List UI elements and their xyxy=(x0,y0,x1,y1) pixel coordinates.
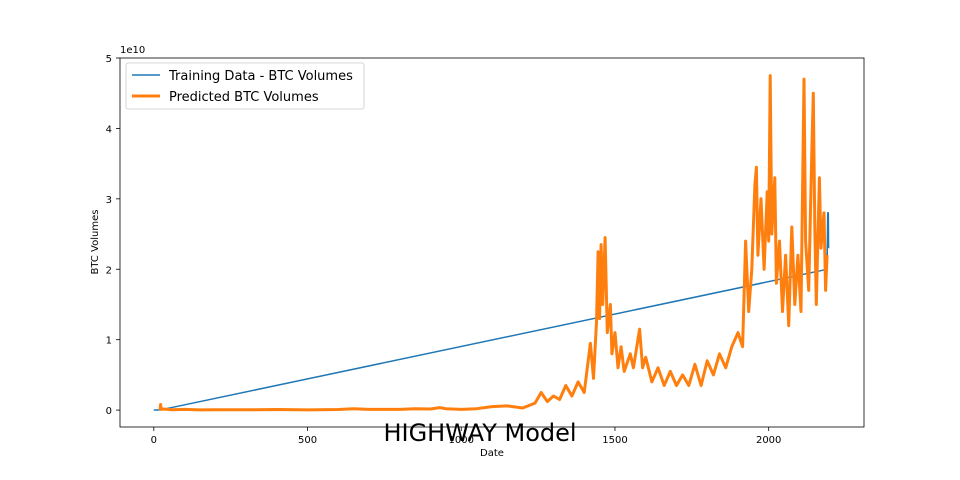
y-tick-label: 3 xyxy=(106,195,112,206)
y-axis-label: BTC Volumes xyxy=(90,210,101,275)
y-tick-label: 1 xyxy=(106,336,112,347)
ticks-layer: 0 500 1000 1500 2000 0 1 2 3 4 5 xyxy=(106,54,782,446)
chart-title: HIGHWAY Model xyxy=(383,419,576,447)
y-tick-label: 2 xyxy=(106,265,112,276)
y-offset-label: 1e10 xyxy=(120,45,145,56)
x-tick-label: 1500 xyxy=(602,435,627,446)
legend-label-predicted: Predicted BTC Volumes xyxy=(169,90,319,105)
series-line-0 xyxy=(153,212,830,411)
y-tick-label: 0 xyxy=(106,406,112,417)
legend-label-training: Training Data - BTC Volumes xyxy=(168,69,353,84)
legend: Training Data - BTC Volumes Predicted BT… xyxy=(125,62,365,110)
y-tick-label: 5 xyxy=(106,54,112,65)
x-tick-label: 2000 xyxy=(756,435,781,446)
x-tick-label: 1000 xyxy=(449,435,474,446)
y-tick-label: 4 xyxy=(106,124,112,135)
plot-area xyxy=(119,57,865,428)
x-axis-label: Date xyxy=(480,448,504,459)
x-tick-label: 0 xyxy=(151,435,157,446)
x-tick-label: 500 xyxy=(298,435,317,446)
series-line-1 xyxy=(158,74,829,412)
series-layer xyxy=(153,74,830,412)
legend-box xyxy=(125,62,365,110)
